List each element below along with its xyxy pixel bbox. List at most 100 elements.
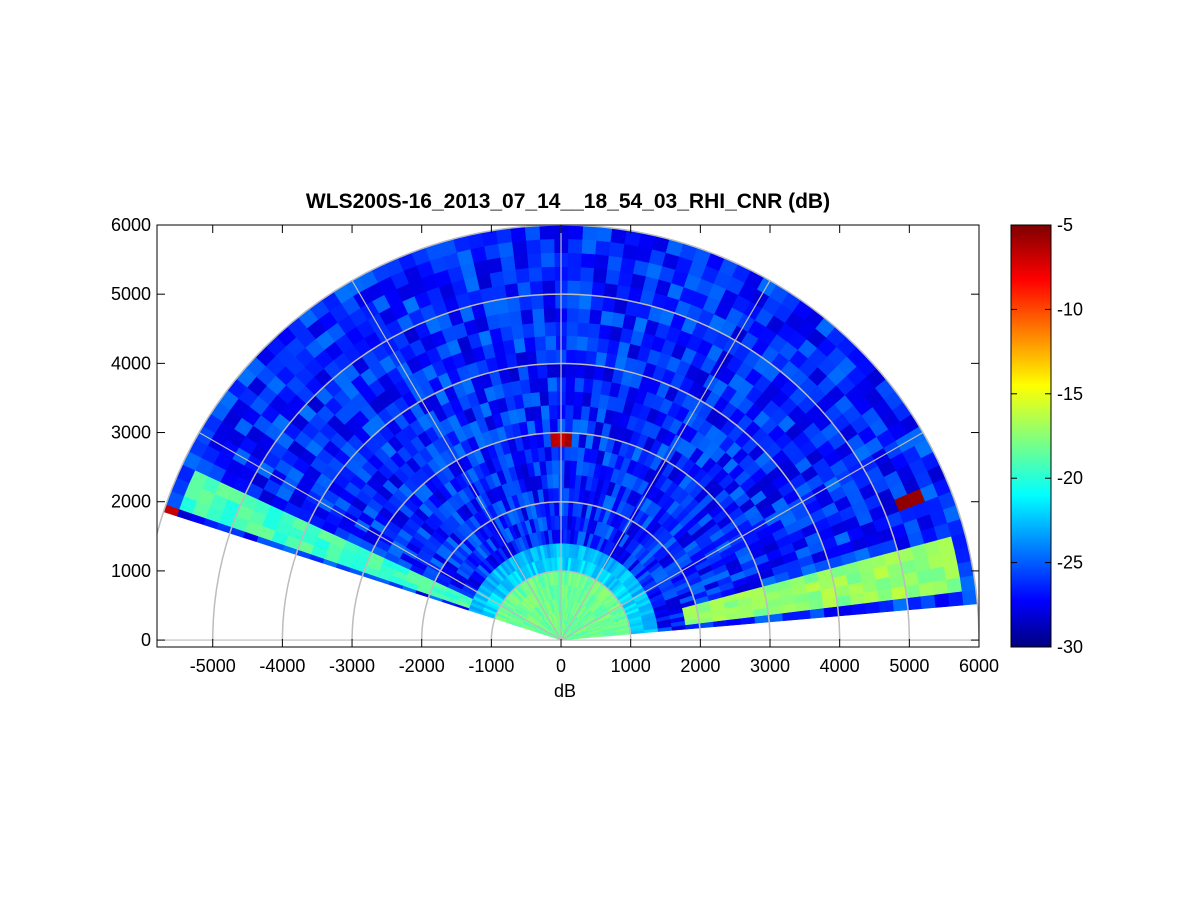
x-tick-label: 3000 <box>750 656 790 676</box>
heatmap-cell <box>564 418 573 434</box>
heatmap-cell <box>531 308 545 324</box>
heatmap-cell <box>594 240 611 256</box>
heatmap-cell <box>578 294 592 310</box>
heatmap-cell <box>592 267 608 284</box>
heatmap-cell <box>499 255 516 272</box>
heatmap-cell <box>906 595 923 611</box>
heatmap-cell <box>594 351 608 368</box>
heatmap-cell <box>565 335 578 351</box>
x-tick-label: -3000 <box>329 656 375 676</box>
heatmap-cell <box>565 349 577 364</box>
heatmap-cell <box>564 432 573 447</box>
heatmap-cell <box>540 252 555 268</box>
heatmap-cell <box>595 226 613 243</box>
heatmap-cell <box>542 293 556 309</box>
heatmap-cell <box>541 280 556 295</box>
heatmap-cell <box>608 241 625 258</box>
heatmap-cell <box>581 391 592 407</box>
colorbar: -5 -10 -15 -20 -25 -30 <box>1010 215 1083 657</box>
colorbar-tick-label: -25 <box>1057 553 1083 573</box>
heatmap-cell <box>521 322 535 339</box>
heatmap-cell <box>545 349 557 364</box>
heatmap-cell <box>504 282 519 299</box>
heatmap-cell <box>581 225 598 241</box>
heatmap-cell <box>570 446 579 462</box>
heatmap-cell <box>514 267 530 284</box>
x-tick-label: -4000 <box>259 656 305 676</box>
heatmap-cell <box>543 307 556 323</box>
heatmap-cell <box>552 473 559 489</box>
chart-title: WLS200S-16_2013_07_14__18_54_03_RHI_CNR … <box>306 190 830 213</box>
heatmap-cell <box>548 404 558 420</box>
heatmap-cell <box>581 239 597 255</box>
heatmap-cell <box>574 363 586 379</box>
heatmap-cell <box>593 253 609 270</box>
heatmap-cell <box>621 243 639 261</box>
colorbar-gradient <box>1010 224 1052 648</box>
heatmap-cell <box>946 577 963 594</box>
heatmap-cell <box>878 599 895 613</box>
x-tick-label: 5000 <box>889 656 929 676</box>
heatmap-cell <box>604 269 621 286</box>
heatmap-cell <box>576 335 588 351</box>
heatmap-cell <box>547 390 558 406</box>
x-tick-label: -1000 <box>468 656 514 676</box>
heatmap-cell <box>596 337 610 354</box>
heatmap-cell <box>526 252 542 269</box>
colorbar-tick-label: -30 <box>1057 637 1083 657</box>
heatmap-cell <box>562 501 569 516</box>
heatmap-cell <box>541 266 555 282</box>
y-tick-label: 4000 <box>111 353 151 373</box>
heatmap-cell <box>566 293 580 309</box>
heatmap-cell <box>570 432 580 448</box>
heatmap-cell <box>837 604 853 617</box>
heatmap-cell <box>566 321 579 337</box>
y-tick-label: 0 <box>141 630 151 650</box>
heatmap-cell <box>563 473 571 489</box>
heatmap-cell <box>497 241 514 258</box>
heatmap-cell <box>509 226 527 243</box>
heatmap-cell <box>536 363 548 379</box>
heatmap-cell <box>918 581 935 597</box>
heatmap-cell <box>582 377 594 394</box>
heatmap-cell <box>568 474 576 489</box>
heatmap-cell <box>586 336 599 352</box>
heatmap-cell <box>538 391 549 407</box>
heatmap-cell <box>892 597 909 612</box>
heatmap-cell <box>525 350 537 366</box>
heatmap-cell <box>587 322 601 339</box>
heatmap-cell <box>865 601 881 614</box>
heatmap-cell <box>588 309 603 325</box>
heatmap-cell <box>513 253 529 270</box>
y-axis: 0 1000 2000 3000 4000 5000 6000 <box>111 215 979 650</box>
heatmap-cell <box>567 266 581 282</box>
heatmap-cell <box>579 280 593 296</box>
heatmap-cell <box>571 418 581 434</box>
heatmap-cell <box>904 583 921 599</box>
heatmap-cell <box>563 487 570 503</box>
heatmap-cell <box>580 252 596 269</box>
colorbar-ticks: -5 -10 -15 -20 -25 -30 <box>1011 215 1083 657</box>
heatmap-cell <box>932 579 949 595</box>
heatmap-cell <box>532 322 546 338</box>
heatmap-cell <box>501 269 518 286</box>
heatmap-cell <box>518 295 533 311</box>
heatmap-cell <box>567 225 584 240</box>
heatmap-cell <box>599 310 614 327</box>
y-tick-label: 1000 <box>111 561 151 581</box>
x-tick-label: -5000 <box>190 656 236 676</box>
y-tick-label: 2000 <box>111 492 151 512</box>
plot-area: -5000 -4000 -3000 -2000 -1000 0 1000 2000 3000 40… <box>111 215 999 676</box>
heatmap-cell <box>546 363 557 378</box>
colorbar-tick-label: -10 <box>1057 299 1083 319</box>
heatmap-cell <box>540 404 550 420</box>
heatmap-cell <box>567 252 582 268</box>
x-tick-label: 2000 <box>680 656 720 676</box>
heatmap-cell <box>525 239 541 255</box>
heatmap-cell <box>537 377 549 393</box>
heatmap-cell <box>891 585 907 600</box>
x-tick-label: 6000 <box>959 656 999 676</box>
heatmap-cell <box>535 349 547 365</box>
heatmap-cell <box>541 418 551 434</box>
